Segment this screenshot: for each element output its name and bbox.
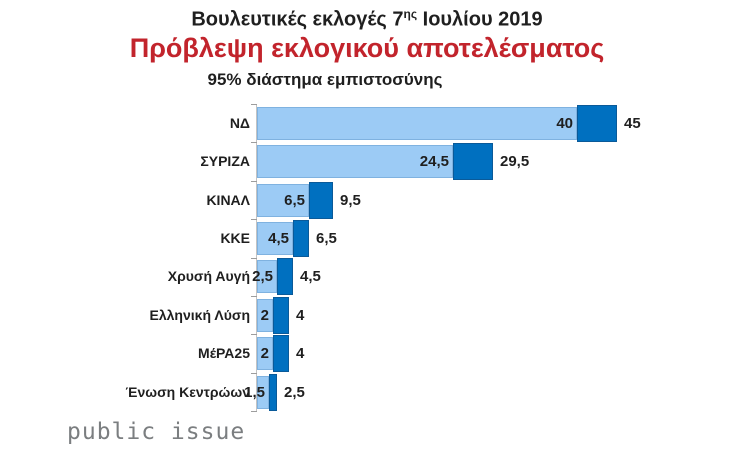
bar-lower-segment (257, 337, 273, 370)
lower-bound-label: 1,5 (244, 384, 265, 401)
bar-confidence-interval-segment (577, 105, 617, 142)
upper-bound-label: 9,5 (340, 192, 361, 209)
upper-bound-label: 29,5 (500, 153, 530, 170)
chart-title-text: Βουλευτικές εκλογές 7 (191, 8, 404, 31)
upper-bound-label: 45 (624, 115, 641, 132)
bar-confidence-interval-segment (273, 297, 289, 334)
axis-tick (251, 142, 257, 143)
lower-bound-label: 40 (556, 115, 573, 132)
chart-title-ordinal-superscript: ης (403, 7, 418, 21)
category-label: Ένωση Κεντρώων (125, 384, 250, 400)
axis-tick (251, 334, 257, 335)
bar-lower-segment (257, 145, 453, 178)
axis-tick (251, 411, 257, 412)
bar-lower-segment (257, 376, 269, 409)
category-label: ΜέΡΑ25 (198, 345, 250, 361)
upper-bound-label: 2,5 (284, 384, 305, 401)
upper-bound-label: 4 (296, 345, 305, 362)
upper-bound-label: 6,5 (316, 230, 337, 247)
category-label: ΚΚΕ (220, 230, 250, 246)
lower-bound-label: 2 (260, 345, 269, 362)
upper-bound-label: 4,5 (300, 268, 321, 285)
chart-title: Βουλευτικές εκλογές 7ης Ιουλίου 2019 (0, 7, 734, 32)
bar-lower-segment (257, 222, 293, 255)
lower-bound-label: 2 (260, 307, 269, 324)
plot-area: ΝΔ 40 45 ΣΥΡΙΖΑ 24,5 29,5 ΚΙΝΑΛ 6,5 9,5 ΚΚΕ 4,5 6,5… (0, 104, 734, 416)
category-label: ΚΙΝΑΛ (206, 192, 250, 208)
bar-confidence-interval-segment (269, 374, 277, 411)
bar-confidence-interval-segment (277, 258, 293, 295)
lower-bound-label: 24,5 (419, 153, 449, 170)
category-label: ΣΥΡΙΖΑ (200, 153, 250, 169)
bar-lower-segment (257, 107, 577, 140)
axis-tick (251, 258, 257, 259)
category-label: Ελληνική Λύση (149, 307, 250, 323)
category-label: Χρυσή Αυγή (167, 268, 250, 284)
bar-confidence-interval-segment (293, 220, 309, 257)
axis-tick (251, 181, 257, 182)
bar-confidence-interval-segment (453, 143, 493, 180)
chart-subtitle: Πρόβλεψη εκλογικού αποτελέσματος (129, 33, 605, 63)
lower-bound-label: 6,5 (284, 192, 305, 209)
y-axis-line (256, 104, 257, 411)
upper-bound-label: 4 (296, 307, 305, 324)
bar-lower-segment (257, 184, 309, 217)
axis-tick (251, 296, 257, 297)
public-issue-logo: public issue (67, 419, 246, 445)
axis-tick (251, 219, 257, 220)
chart-caption-confidence-interval: 95% διάστημα εμπιστοσύνης (207, 70, 443, 89)
bar-lower-segment (257, 299, 273, 332)
chart-title-date: Ιουλίου 2019 (417, 8, 543, 31)
bar-confidence-interval-segment (309, 182, 333, 219)
axis-tick (251, 104, 257, 105)
category-label: ΝΔ (229, 115, 250, 131)
axis-tick (251, 373, 257, 374)
bar-confidence-interval-segment (273, 335, 289, 372)
lower-bound-label: 2,5 (252, 268, 273, 285)
bar-lower-segment (257, 260, 277, 293)
lower-bound-label: 4,5 (268, 230, 289, 247)
